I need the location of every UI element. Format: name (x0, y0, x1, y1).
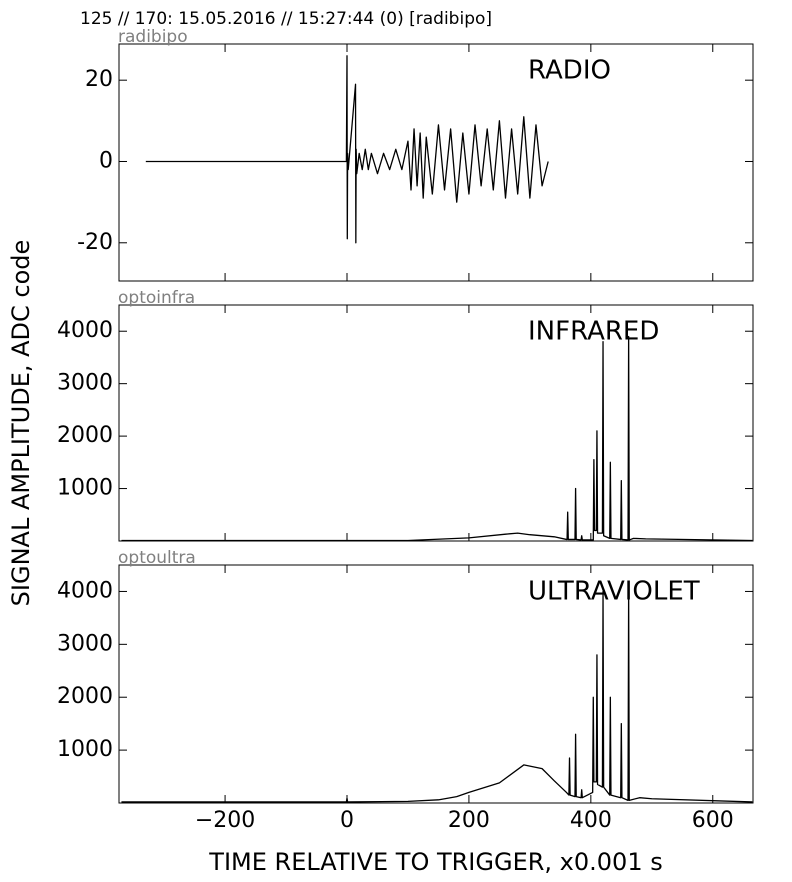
plot-area (145, 55, 549, 244)
y-tick-label: 4000 (57, 578, 113, 603)
y-tick-label: 3000 (57, 631, 113, 656)
y-tick-label: 1000 (57, 476, 113, 501)
channel-label: optoultra (118, 548, 196, 568)
panel-annotation: INFRARED (528, 317, 659, 347)
channel-label: radibipo (118, 27, 188, 47)
y-tick-label: 20 (85, 67, 113, 92)
signal-line (145, 55, 549, 244)
y-tick-label: 3000 (57, 371, 113, 396)
panel-annotation: RADIO (528, 56, 611, 86)
x-tick-label: 200 (448, 808, 490, 833)
plot-area (121, 335, 753, 541)
y-tick-label: 0 (99, 148, 113, 173)
channel-label: optoinfra (118, 288, 195, 308)
y-axis-label: SIGNAL AMPLITUDE, ADC code (7, 240, 35, 607)
panel-annotation: ULTRAVIOLET (528, 577, 700, 607)
y-tick-label: 1000 (57, 737, 113, 762)
axes-frame (118, 304, 754, 542)
chart-title: 125 // 170: 15.05.2016 // 15:27:44 (0) [… (80, 9, 492, 29)
y-tick-label: 4000 (57, 318, 113, 343)
y-tick-label: 2000 (57, 423, 113, 448)
x-tick-label: −200 (195, 808, 255, 833)
y-tick-label: -20 (77, 230, 113, 255)
x-axis-label: TIME RELATIVE TO TRIGGER, x0.001 s (208, 848, 662, 876)
signal-line (121, 590, 753, 803)
x-tick-label: 400 (570, 808, 612, 833)
plot-area (121, 590, 753, 803)
x-tick-label: 600 (692, 808, 734, 833)
signal-line (121, 335, 753, 541)
axes-frame (118, 564, 754, 804)
axes-frame (118, 43, 754, 282)
x-tick-label: 0 (340, 808, 354, 833)
y-tick-label: 2000 (57, 684, 113, 709)
